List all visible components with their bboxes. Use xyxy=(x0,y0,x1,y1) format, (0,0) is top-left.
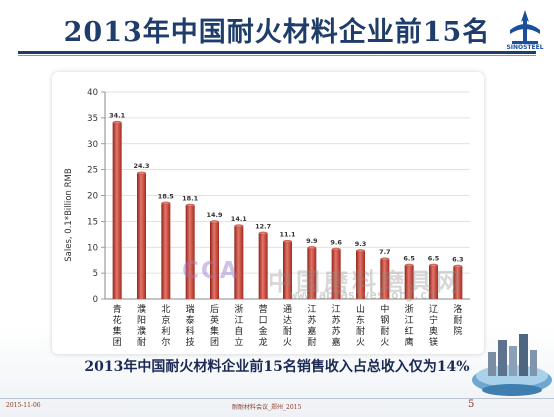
y-tick-label: 20 xyxy=(87,192,98,202)
bar xyxy=(331,249,341,299)
bar xyxy=(429,265,438,299)
bar xyxy=(234,226,244,299)
bar-cap xyxy=(453,264,463,268)
bar xyxy=(112,122,122,299)
y-tick-label: 10 xyxy=(87,243,98,253)
x-tick-label: 北京利尔 xyxy=(161,304,170,348)
bar-cap xyxy=(331,247,341,251)
bar-cap xyxy=(137,171,146,175)
data-label: 6.3 xyxy=(452,255,464,263)
x-tick-label: 后英集团 xyxy=(210,304,219,348)
bar-cap xyxy=(283,239,292,244)
title-rule xyxy=(18,51,536,54)
x-tick-label: 江苏苏嘉 xyxy=(332,304,341,348)
bar xyxy=(161,203,171,299)
y-tick-label: 25 xyxy=(87,166,98,176)
bar-cap xyxy=(404,263,414,267)
y-tick-label: 40 xyxy=(87,88,98,98)
data-label: 14.9 xyxy=(206,211,223,219)
data-label: 9.9 xyxy=(306,237,318,245)
x-tick-label: 濮阳濮耐 xyxy=(137,303,146,348)
title-rule-thin xyxy=(18,55,536,56)
logo-text: SINOSTEEL xyxy=(506,44,544,51)
bar-cap xyxy=(356,249,365,253)
data-label: 7.7 xyxy=(379,248,391,256)
footer-rule xyxy=(0,398,554,399)
watermark-url: www.abrasives.org.cn xyxy=(290,288,435,302)
data-label: 14.1 xyxy=(231,215,248,223)
bar-cap xyxy=(234,224,244,228)
data-label: 6.5 xyxy=(403,254,415,262)
data-label: 9.6 xyxy=(330,238,342,246)
x-tick-label: 江苏嘉耐 xyxy=(307,304,316,348)
bar xyxy=(307,247,317,299)
x-tick-label: 浙江自立 xyxy=(234,303,243,348)
slide-subtitle: 2013年中国耐火材料企业前15名销售收入占总收入仅为14% xyxy=(84,359,470,375)
city-globe-illustration-icon xyxy=(472,334,552,396)
y-tick-label: 0 xyxy=(93,295,98,305)
bar xyxy=(380,259,390,299)
x-tick-labels: 青花集团 濮阳濮耐 北京利尔 瑞泰科技 后英集团 浙江自立 营口金龙 通达耐火 江苏嘉耐 江苏苏嘉… xyxy=(113,303,463,348)
x-tick-label: 通达耐火 xyxy=(283,304,292,348)
data-label: 24.3 xyxy=(133,162,149,170)
data-label: 9.3 xyxy=(355,240,367,248)
data-label: 18.5 xyxy=(158,192,175,200)
bar xyxy=(210,221,219,299)
bar xyxy=(258,233,268,299)
bar xyxy=(356,250,365,299)
y-tick-label: 15 xyxy=(87,217,98,227)
slide-title: 2013年中国耐火材料企业前15名 xyxy=(63,17,491,48)
data-label: 18.1 xyxy=(182,194,199,202)
bar xyxy=(404,265,414,299)
y-tick-label: 5 xyxy=(93,269,98,279)
bar-cap xyxy=(380,257,390,261)
footer-date: 2015-11-06 xyxy=(6,402,41,409)
x-tick-label: 青花集团 xyxy=(113,303,122,348)
chart-panel xyxy=(52,72,484,354)
footer-text: 耐耐材料会议_郑州_2015 xyxy=(232,404,302,411)
bar xyxy=(185,205,195,299)
bar xyxy=(137,173,146,299)
page-number: 5 xyxy=(468,399,475,410)
x-tick-label: 瑞泰科技 xyxy=(186,303,195,348)
bar-cap xyxy=(258,231,268,235)
watermark-brand: CCA xyxy=(182,258,240,284)
data-labels: 34.1 24.3 18.5 18.1 14.9 14.1 12.7 11.1 9.9 9.6 9.… xyxy=(109,112,463,264)
bar-cap xyxy=(112,120,122,125)
bars xyxy=(112,120,463,299)
bar-cap xyxy=(429,263,438,267)
x-tick-label: 浙江红鹰 xyxy=(405,303,414,348)
bar-cap xyxy=(210,220,219,224)
data-label: 34.1 xyxy=(109,112,126,120)
y-axis-label: Sales, 0.1*Billion RMB xyxy=(64,168,74,262)
y-tick-label: 30 xyxy=(87,140,98,150)
watermark-site-name: 中国磨料磨具网 xyxy=(268,268,464,296)
data-label: 11.1 xyxy=(279,231,296,239)
y-tick-label: 35 xyxy=(87,114,98,124)
x-tick-label: 山东耐火 xyxy=(356,304,365,348)
bar-cap xyxy=(185,203,195,207)
bar-cap xyxy=(307,246,317,250)
bar xyxy=(453,266,463,299)
x-tick-label: 洛耐院 xyxy=(453,303,462,337)
bar-cap xyxy=(161,201,171,205)
x-tick-label: 营口金龙 xyxy=(259,303,268,348)
x-tick-label: 辽宁奥镁 xyxy=(429,304,438,348)
data-label: 6.5 xyxy=(428,254,440,262)
sinosteel-logo-icon xyxy=(510,10,540,44)
bar xyxy=(283,241,292,299)
data-label: 12.7 xyxy=(255,222,271,230)
x-tick-label: 中钢耐火 xyxy=(380,303,389,348)
